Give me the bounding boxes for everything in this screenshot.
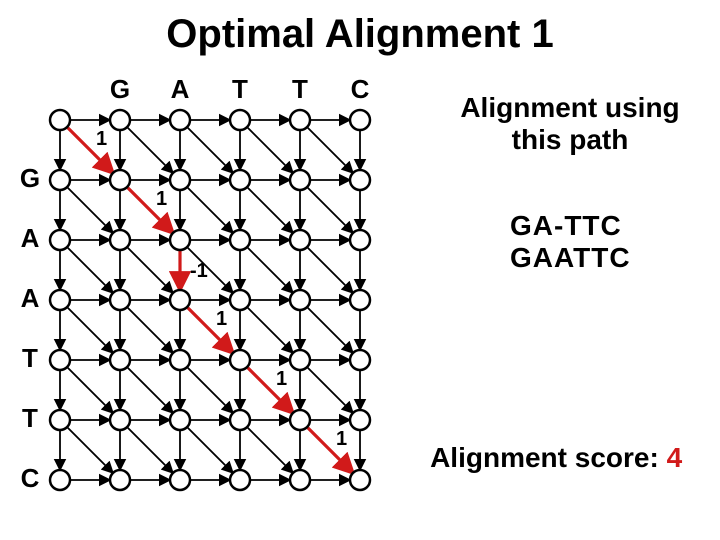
slide-title: Optimal Alignment 1 xyxy=(0,12,720,57)
row-label: A xyxy=(18,283,42,314)
path-edge-label: 1 xyxy=(336,428,347,451)
alignment-grid xyxy=(48,108,372,492)
score-line: Alignment score: 4 xyxy=(400,410,682,506)
path-edge-label: 1 xyxy=(156,188,167,211)
col-label: T xyxy=(228,74,252,105)
row-label: T xyxy=(18,343,42,374)
col-label: C xyxy=(348,74,372,105)
path-edge-label: 1 xyxy=(276,368,287,391)
col-label: G xyxy=(108,74,132,105)
score-value: 4 xyxy=(667,442,683,473)
row-label: A xyxy=(18,223,42,254)
path-edge-label: -1 xyxy=(190,260,208,283)
score-prefix: Alignment score: xyxy=(430,442,666,473)
row-label: G xyxy=(18,163,42,194)
row-label: C xyxy=(18,463,42,494)
path-edge-label: 1 xyxy=(96,128,107,151)
subtitle-line-1: Alignment using xyxy=(440,92,700,124)
sequence-line-2: GAATTC xyxy=(510,242,631,274)
col-label: T xyxy=(288,74,312,105)
subtitle-line-2: this path xyxy=(440,124,700,156)
stage: Optimal Alignment 1 Alignment using this… xyxy=(0,0,720,540)
col-label: A xyxy=(168,74,192,105)
path-edge-label: 1 xyxy=(216,308,227,331)
sequence-line-1: GA-TTC xyxy=(510,210,622,242)
grid-svg xyxy=(48,108,372,492)
row-label: T xyxy=(18,403,42,434)
